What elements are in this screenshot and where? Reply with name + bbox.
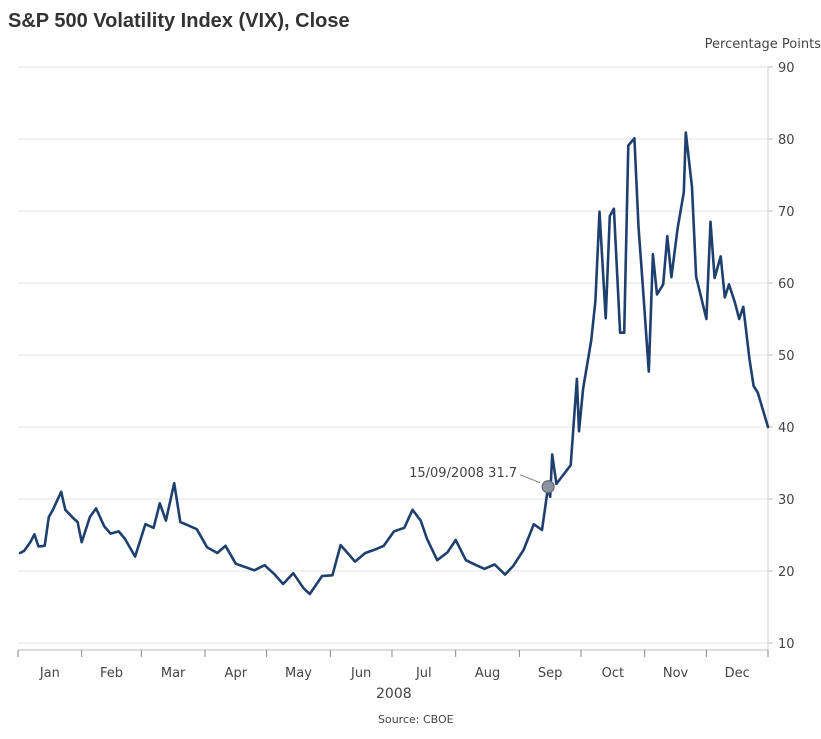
x-tick-label: Dec (725, 666, 750, 681)
x-tick-label: Mar (161, 666, 186, 681)
y-tick-label: 60 (778, 277, 795, 292)
annotation-marker[interactable] (541, 480, 555, 494)
x-tick-label: Jul (415, 666, 432, 681)
y-tick-label: 50 (778, 349, 795, 364)
x-tick-label: Sep (538, 666, 563, 681)
x-tick-label: Nov (663, 666, 689, 681)
annotation-leader (519, 474, 541, 484)
y-tick-label: 10 (778, 637, 795, 652)
x-axis-label: 2008 (376, 686, 412, 702)
y-tick-label: 20 (778, 565, 795, 580)
y-tick-label: 90 (778, 61, 795, 76)
x-tick-label: Jan (39, 666, 60, 681)
annotation: 15/09/2008 31.7 (409, 466, 555, 494)
annotation-label: 15/09/2008 31.7 (409, 466, 517, 481)
x-tick-label: Jun (350, 666, 371, 681)
x-tick-label: May (285, 666, 312, 681)
y-tick-label: 80 (778, 133, 795, 148)
chart-title: S&P 500 Volatility Index (VIX), Close (8, 10, 350, 32)
gridlines (18, 66, 768, 644)
y-axis-label: Percentage Points (704, 37, 821, 52)
source-note: Source: CBOE (378, 713, 454, 726)
x-tick-label: Oct (602, 666, 624, 681)
y-axis-ticks: 10 20 30 40 50 60 70 80 90 (768, 61, 795, 652)
vix-series-line (18, 131, 770, 596)
x-tick-label: Apr (225, 666, 248, 681)
y-tick-label: 70 (778, 205, 795, 220)
y-tick-label: 30 (778, 493, 795, 508)
x-tick-label: Feb (100, 666, 123, 681)
x-tick-label: Aug (475, 666, 500, 681)
y-tick-label: 40 (778, 421, 795, 436)
x-axis-ticks: Jan Feb Mar Apr May Jun Jul Aug Sep Oct Nov Dec (17, 650, 769, 681)
